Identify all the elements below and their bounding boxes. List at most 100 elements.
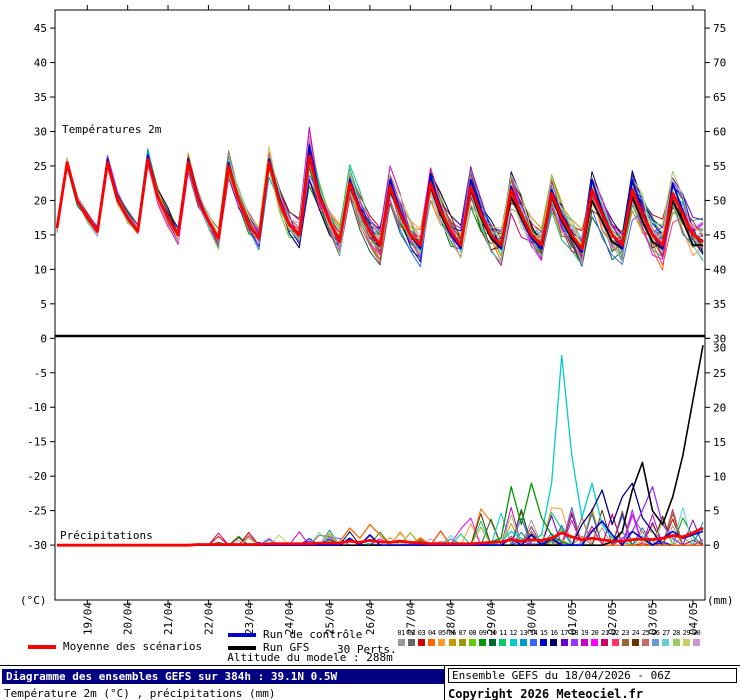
member-number: 02 <box>407 629 416 637</box>
member-07: 07 <box>457 629 467 646</box>
member-15: 15 <box>539 629 549 646</box>
member-number: 07 <box>458 629 467 637</box>
member-color-swatch <box>642 639 650 646</box>
svg-text:45: 45 <box>713 229 726 242</box>
member-color-swatch <box>499 639 507 646</box>
member-number: 12 <box>509 629 517 637</box>
svg-text:21/04: 21/04 <box>162 602 175 635</box>
svg-text:20: 20 <box>713 401 726 414</box>
member-12: 12 <box>508 629 518 646</box>
member-23: 23 <box>620 629 630 646</box>
svg-text:25: 25 <box>713 367 726 380</box>
member-number: 01 <box>397 629 405 637</box>
model-run-label: Ensemble GEFS du 18/04/2026 - 06Z <box>448 668 737 683</box>
member-color-swatch <box>580 639 588 646</box>
svg-text:20/04: 20/04 <box>122 602 135 635</box>
member-number: 14 <box>529 629 538 637</box>
svg-text:15: 15 <box>34 229 47 242</box>
member-number: 10 <box>489 629 497 637</box>
svg-text:-25: -25 <box>27 505 47 518</box>
member-number: 09 <box>478 629 487 637</box>
svg-text:55: 55 <box>713 160 726 173</box>
svg-text:04/05: 04/05 <box>687 602 700 635</box>
member-color-swatch <box>652 639 660 646</box>
svg-text:20: 20 <box>34 194 47 207</box>
member-color-swatch <box>479 639 487 646</box>
svg-text:70: 70 <box>713 57 726 70</box>
member-04: 04 <box>427 629 437 646</box>
svg-text:10: 10 <box>34 263 47 276</box>
gfs-line-swatch <box>228 646 256 650</box>
member-number: 28 <box>672 629 680 637</box>
member-number: 13 <box>519 629 528 637</box>
member-color-swatch <box>550 639 558 646</box>
svg-text:75: 75 <box>713 22 726 35</box>
member-color-swatch <box>621 639 629 646</box>
svg-text:03/05: 03/05 <box>647 602 660 635</box>
svg-text:-5: -5 <box>34 367 47 380</box>
footer-divider <box>444 665 445 700</box>
svg-text:26/04: 26/04 <box>364 602 377 635</box>
member-05: 05 <box>437 629 447 646</box>
svg-text:-20: -20 <box>27 470 47 483</box>
svg-text:30: 30 <box>713 332 726 345</box>
svg-text:01/05: 01/05 <box>566 602 579 635</box>
member-29: 29 <box>681 629 691 646</box>
member-09: 09 <box>478 629 488 646</box>
legend-control: Run de contrôle <box>228 628 362 641</box>
member-14: 14 <box>528 629 538 646</box>
svg-text:60: 60 <box>713 126 726 139</box>
member-26: 26 <box>651 629 661 646</box>
svg-text:24/04: 24/04 <box>283 602 296 635</box>
member-color-swatch <box>509 639 517 646</box>
member-number: 16 <box>550 629 558 637</box>
member-color-swatch <box>468 639 476 646</box>
svg-text:25/04: 25/04 <box>324 602 337 635</box>
svg-text:-15: -15 <box>27 436 47 449</box>
svg-text:15: 15 <box>713 436 726 449</box>
member-color-swatch <box>570 639 578 646</box>
member-08: 08 <box>467 629 477 646</box>
member-color-swatch <box>631 639 639 646</box>
member-color-swatch <box>662 639 670 646</box>
svg-text:5: 5 <box>713 505 720 518</box>
svg-text:(°C): (°C) <box>20 594 47 607</box>
member-number: 06 <box>448 629 456 637</box>
member-28: 28 <box>671 629 681 646</box>
svg-text:40: 40 <box>713 263 726 276</box>
member-color-swatch <box>407 639 415 646</box>
svg-text:23/04: 23/04 <box>243 602 256 635</box>
member-number: 30 <box>692 629 701 637</box>
member-number: 15 <box>540 629 548 637</box>
member-number: 27 <box>662 629 670 637</box>
svg-text:30: 30 <box>713 341 726 354</box>
member-10: 10 <box>488 629 498 646</box>
svg-text:22/04: 22/04 <box>202 602 215 635</box>
member-06: 06 <box>447 629 457 646</box>
member-number: 05 <box>438 629 446 637</box>
legend-control-label: Run de contrôle <box>263 628 363 641</box>
member-color-swatch <box>417 639 425 646</box>
member-number: 04 <box>427 629 436 637</box>
member-number: 26 <box>652 629 660 637</box>
svg-text:0: 0 <box>713 539 720 552</box>
member-color-swatch <box>438 639 446 646</box>
member-color-swatch <box>672 639 680 646</box>
member-color-swatch <box>489 639 497 646</box>
member-color-swatch <box>560 639 568 646</box>
member-17: 17 <box>559 629 569 646</box>
member-color-swatch <box>693 639 701 646</box>
svg-text:50: 50 <box>713 194 726 207</box>
svg-text:0: 0 <box>40 332 47 345</box>
svg-text:5: 5 <box>40 298 47 311</box>
member-03: 03 <box>416 629 426 646</box>
member-number: 03 <box>417 629 426 637</box>
copyright-label: Copyright 2026 Meteociel.fr <box>448 687 644 700</box>
svg-text:28/04: 28/04 <box>445 602 458 635</box>
member-25: 25 <box>641 629 651 646</box>
member-01: 01 <box>396 629 406 646</box>
legend-mean-label: Moyenne des scénarios <box>63 640 203 653</box>
svg-text:30/04: 30/04 <box>525 602 538 635</box>
